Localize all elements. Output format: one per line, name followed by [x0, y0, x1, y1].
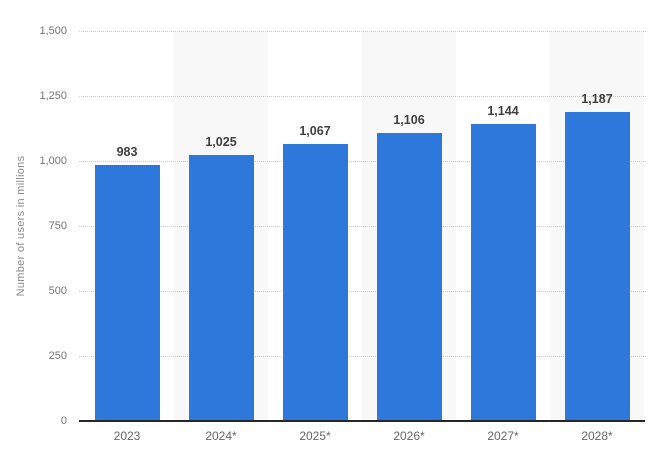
gridline-1,250: [79, 95, 646, 97]
gridline-750: [79, 225, 646, 227]
x-tick-label-2027*: 2027*: [487, 429, 519, 443]
bar-value-label: 1,144: [487, 103, 519, 118]
y-tick-label: 1,250: [39, 90, 67, 102]
bar-2023[interactable]: [94, 165, 160, 421]
gridline-1,500: [79, 30, 646, 32]
x-tick-label-2028*: 2028*: [581, 429, 613, 443]
x-tick-label-2025*: 2025*: [299, 429, 331, 443]
bar-2027*[interactable]: [470, 123, 536, 421]
x-tick-label-2024*: 2024*: [205, 429, 237, 443]
y-tick-label: 750: [48, 220, 67, 232]
y-tick-label: 0: [60, 415, 67, 427]
bar-2026*[interactable]: [376, 133, 442, 421]
bar-2025*[interactable]: [282, 143, 348, 421]
y-tick-label: 1,000: [39, 155, 67, 167]
x-axis-line: [79, 420, 645, 422]
x-tick-label-2026*: 2026*: [393, 429, 425, 443]
bar-value-label: 1,187: [581, 92, 613, 107]
bar-value-label: 983: [116, 145, 138, 160]
bar-2024*[interactable]: [188, 154, 254, 421]
bar-2028*[interactable]: [564, 112, 630, 421]
y-tick-label: 250: [48, 350, 67, 362]
y-tick-label: 1,500: [39, 25, 67, 37]
y-tick-label: 500: [48, 285, 67, 297]
gridline-500: [79, 290, 646, 292]
gridline-1,000: [79, 160, 646, 162]
bar-value-label: 1,025: [205, 134, 237, 149]
bar-value-label: 1,106: [393, 113, 425, 128]
gridline-250: [79, 355, 646, 357]
bar-value-label: 1,067: [299, 123, 331, 138]
x-tick-label-2023: 2023: [113, 429, 141, 443]
